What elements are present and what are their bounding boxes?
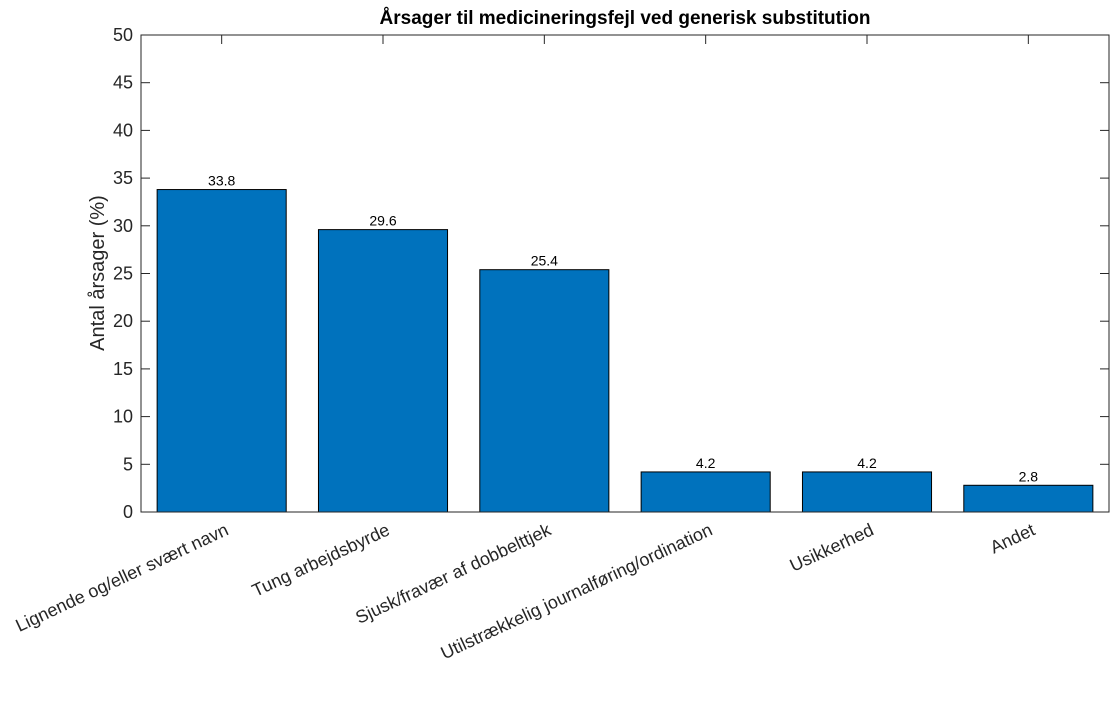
y-tick-label: 5: [123, 454, 133, 474]
y-axis-ticks: 0 5 10 15 20 25 30 35 40 45 50: [113, 25, 1109, 522]
y-tick-label: 25: [113, 264, 133, 284]
y-tick-label: 35: [113, 168, 133, 188]
category-label: Lignende og/eller svært navn: [12, 519, 231, 635]
category-label: Tung arbejdsbyrde: [249, 519, 393, 600]
category-label: Utilstrækkelig journalføring/ordination: [438, 519, 716, 663]
y-tick-label: 50: [113, 25, 133, 45]
y-tick-label: 10: [113, 407, 133, 427]
bar: [479, 269, 610, 513]
category-labels: Lignende og/eller svært navn Tung arbejds…: [12, 519, 1038, 663]
y-tick-label: 40: [113, 120, 133, 140]
bar-value-label: 4.2: [696, 455, 716, 471]
bar-value-label: 2.8: [1019, 468, 1039, 484]
bar-value-label: 4.2: [857, 455, 877, 471]
bar-value-label: 25.4: [531, 253, 558, 269]
y-tick-label: 45: [113, 73, 133, 93]
category-label: Andet: [987, 519, 1038, 557]
bars: [156, 189, 1094, 513]
category-label: Usikkerhed: [787, 519, 877, 575]
data-labels: 33.8 29.6 25.4 4.2 4.2 2.8: [208, 173, 1038, 485]
bar: [801, 471, 933, 513]
chart-title: Årsager til medicineringsfejl ved generi…: [380, 8, 871, 29]
y-tick-label: 20: [113, 311, 133, 331]
y-tick-label: 15: [113, 359, 133, 379]
plot-area-frame: [140, 34, 1110, 513]
bar: [963, 484, 1094, 513]
y-tick-label: 30: [113, 216, 133, 236]
bar-value-label: 33.8: [208, 173, 235, 189]
bar: [640, 471, 771, 513]
y-axis-label: Antal årsager (%): [87, 195, 109, 351]
bar: [317, 229, 449, 513]
bar: [156, 189, 287, 513]
y-tick-label: 0: [123, 502, 133, 522]
bar-value-label: 29.6: [369, 213, 396, 229]
